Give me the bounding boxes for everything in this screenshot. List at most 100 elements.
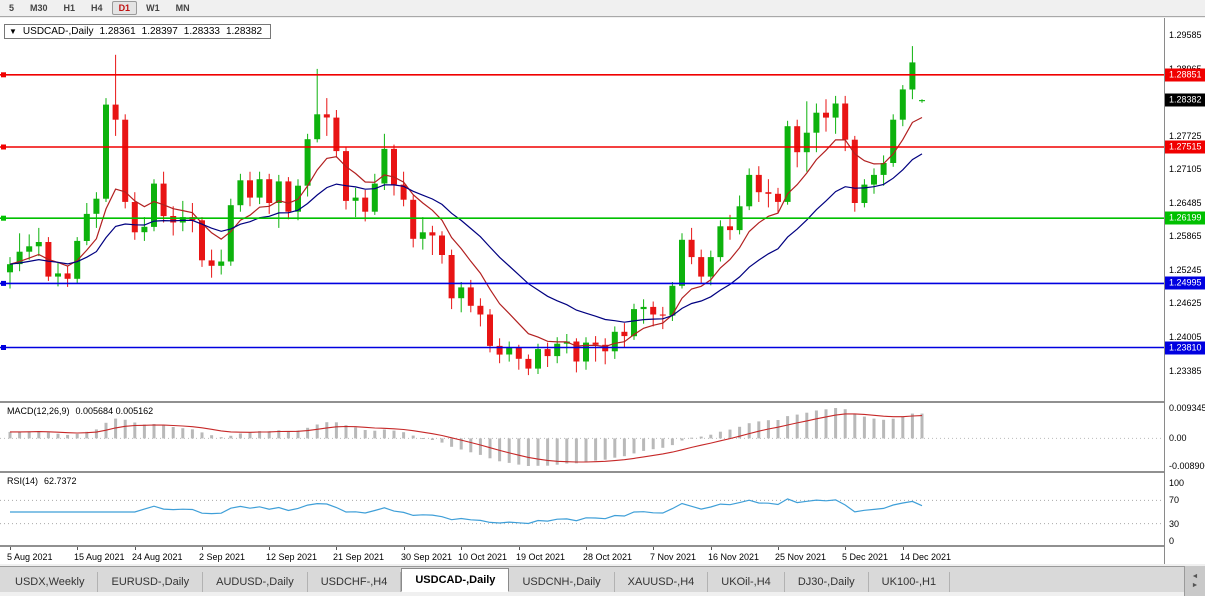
candle-body <box>141 226 148 233</box>
macd-bar <box>421 438 425 439</box>
panel-separator[interactable] <box>0 471 1205 473</box>
price-chart-canvas[interactable] <box>0 18 1164 401</box>
candle-body <box>285 181 292 212</box>
chart-tab-dj30-daily[interactable]: DJ30-,Daily <box>785 572 869 592</box>
candle-body <box>218 261 225 266</box>
chart-tab-ukoil-h4[interactable]: UKOil-,H4 <box>708 572 785 592</box>
macd-bar <box>862 416 866 439</box>
candle-body <box>563 341 570 344</box>
macd-bar <box>286 431 290 439</box>
macd-bar <box>277 430 281 439</box>
date-tick <box>519 547 520 550</box>
date-axis[interactable]: 5 Aug 2021 15 Aug 2021 24 Aug 2021 2 Sep 20… <box>0 547 1164 564</box>
macd-bar <box>382 429 386 439</box>
candle-body <box>391 148 397 185</box>
panel-separator[interactable] <box>0 545 1205 547</box>
macd-panel-canvas[interactable] <box>0 403 1164 471</box>
candle-body <box>669 285 676 316</box>
candle-body <box>227 205 234 262</box>
macd-bar <box>661 438 665 448</box>
candle-body <box>266 179 273 203</box>
candle-body <box>573 341 580 362</box>
rsi-panel-canvas[interactable] <box>0 473 1164 545</box>
timeframe-button-d1[interactable]: D1 <box>111 1 138 15</box>
candle-body <box>7 264 13 273</box>
macd-bar <box>210 435 214 439</box>
candle-body <box>919 100 925 102</box>
panel-separator[interactable] <box>0 401 1205 403</box>
timeframe-button-m30[interactable]: M30 <box>30 3 48 13</box>
candle-body <box>362 197 369 212</box>
macd-bar <box>920 413 924 439</box>
line-anchor-marker <box>1 72 6 78</box>
macd-bar <box>478 438 482 455</box>
macd-bar <box>267 431 271 439</box>
date-tick <box>404 547 405 550</box>
macd-bar <box>574 438 578 464</box>
timeframe-toolbar: 5 M30 H1 H4 D1 W1 MN <box>0 0 1205 17</box>
chart-tab-xauusd-h4[interactable]: XAUUSD-,H4 <box>615 572 709 592</box>
date-tick <box>135 547 136 550</box>
candle-body <box>583 342 589 362</box>
candle-body <box>323 114 330 118</box>
macd-bar <box>786 416 790 439</box>
candle-body <box>487 314 493 346</box>
macd-bar <box>114 418 118 439</box>
macd-bar <box>469 438 473 453</box>
price-axis[interactable]: 1.295851.289651.283451.277251.271051.264… <box>1164 18 1205 564</box>
macd-bar <box>190 429 194 439</box>
macd-bar <box>555 438 559 465</box>
one-click-trading-icon[interactable]: ▼ <box>9 26 17 36</box>
chart-tab-usdcad-daily[interactable]: USDCAD-,Daily <box>401 568 510 592</box>
support-line-price-tag: 1.24995 <box>1165 276 1205 290</box>
price-axis-label: 1.25245 <box>1169 264 1202 275</box>
candle-body <box>83 213 90 241</box>
chart-tab-audusd-daily[interactable]: AUDUSD-,Daily <box>203 572 308 592</box>
candle-body <box>813 112 820 133</box>
ma-slow-line <box>9 153 923 323</box>
chart-tab-usdx-weekly[interactable]: USDX,Weekly <box>2 572 99 592</box>
macd-bar <box>440 438 444 443</box>
date-axis-label: 24 Aug 2021 <box>132 552 183 562</box>
macd-bar <box>824 409 828 439</box>
candle-body <box>592 342 599 345</box>
macd-bar <box>229 435 233 439</box>
chart-tab-uk100-h1[interactable]: UK100-,H1 <box>869 572 951 592</box>
timeframe-button-h4[interactable]: H4 <box>91 3 103 13</box>
date-axis-label: 5 Dec 2021 <box>842 552 889 562</box>
macd-bar <box>306 427 310 439</box>
candle-body <box>448 255 455 299</box>
macd-bar <box>373 430 377 439</box>
macd-signal-line <box>10 413 923 463</box>
timeframe-button-mn[interactable]: MN <box>175 3 190 13</box>
candle-body <box>717 226 724 258</box>
ohlc-close: 1.28382 <box>225 26 263 37</box>
candle-body <box>170 216 177 223</box>
price-axis-label: 1.26485 <box>1169 197 1202 208</box>
timeframe-button-w1[interactable]: W1 <box>146 3 160 13</box>
candle-body <box>35 242 42 247</box>
macd-bar <box>546 438 550 466</box>
tab-scroll-right-button[interactable]: ► <box>1191 582 1199 589</box>
candle-body <box>640 306 647 310</box>
date-axis-label: 14 Dec 2021 <box>900 552 952 562</box>
timeframe-button-h1[interactable]: H1 <box>63 3 76 13</box>
macd-bar <box>18 431 22 439</box>
chart-tab-eurusd-daily[interactable]: EURUSD-,Daily <box>98 572 204 592</box>
candle-body <box>343 151 349 201</box>
chart-tab-usdchf-h4[interactable]: USDCHF-,H4 <box>308 572 402 592</box>
date-axis-label: 28 Oct 2021 <box>583 552 633 562</box>
timeframe-button-5[interactable]: 5 <box>9 3 15 13</box>
candle-body <box>698 257 705 277</box>
candle-body <box>208 260 215 266</box>
macd-axis-label: -0.008900 <box>1169 461 1205 471</box>
macd-bar <box>565 438 569 464</box>
candle-body <box>131 202 138 233</box>
chart-tab-usdcnh-daily[interactable]: USDCNH-,Daily <box>509 572 615 592</box>
tab-scroll-left-button[interactable]: ◄ <box>1191 573 1199 580</box>
ohlc-open: 1.28361 <box>99 26 136 37</box>
candle-body <box>477 305 484 315</box>
date-axis-label: 10 Oct 2021 <box>458 552 508 562</box>
resistance-line-price-tag: 1.27515 <box>1165 140 1205 154</box>
date-axis-label: 15 Aug 2021 <box>74 552 125 562</box>
